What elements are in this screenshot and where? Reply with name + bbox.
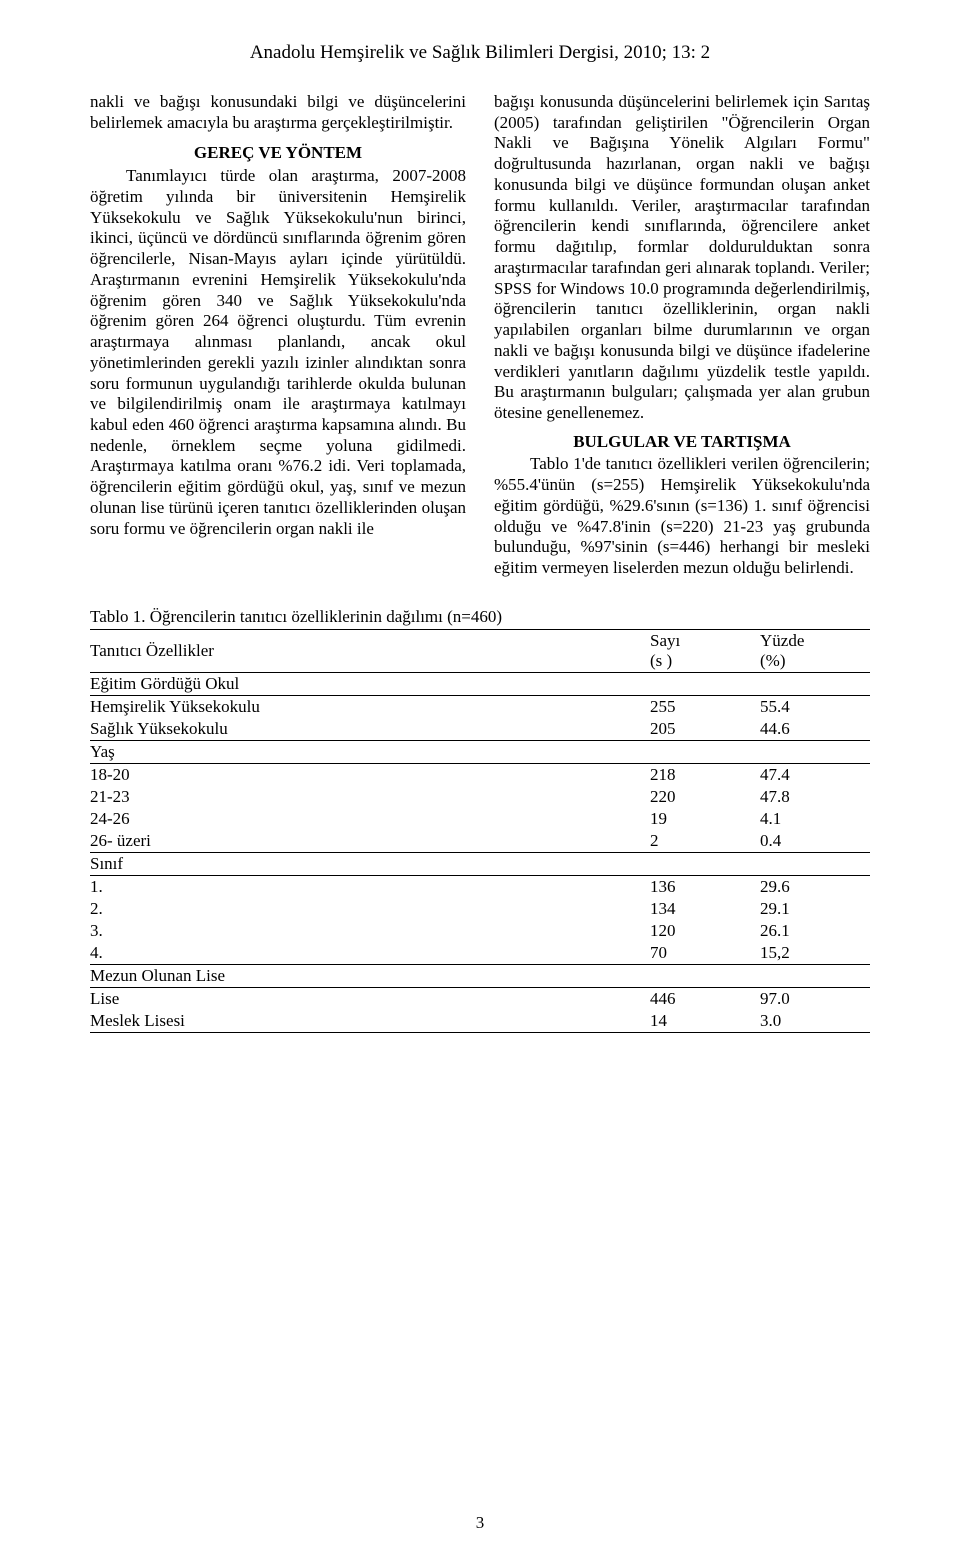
- table-header-yuzde: Yüzde (%): [760, 629, 870, 672]
- table-cell-label: 18-20: [90, 763, 650, 786]
- table-cell-sayi: 446: [650, 987, 760, 1010]
- table-cell-sayi: 19: [650, 808, 760, 830]
- table-cell-yuzde: 55.4: [760, 695, 870, 718]
- table-cell-label: 26- üzeri: [90, 830, 650, 853]
- table-cell-label: 1.: [90, 875, 650, 898]
- table-row: Hemşirelik Yüksekokulu 255 55.4: [90, 695, 870, 718]
- table-cell-label: 24-26: [90, 808, 650, 830]
- table-section-title: Sınıf: [90, 852, 870, 875]
- table-cell-yuzde: 0.4: [760, 830, 870, 853]
- table-header-sayi-sub: (s ): [650, 651, 672, 670]
- page-root: Anadolu Hemşirelik ve Sağlık Bilimleri D…: [0, 0, 960, 1561]
- right-body-paragraph-1: bağışı konusunda düşüncelerini belirleme…: [494, 92, 870, 424]
- table-cell-label: Meslek Lisesi: [90, 1010, 650, 1033]
- table-cell-sayi: 70: [650, 942, 760, 965]
- table-row: Sağlık Yüksekokulu 205 44.6: [90, 718, 870, 741]
- table-section-title-row: Eğitim Gördüğü Okul: [90, 672, 870, 695]
- two-column-text: nakli ve bağışı konusundaki bilgi ve düş…: [90, 92, 870, 587]
- table-cell-label: Sağlık Yüksekokulu: [90, 718, 650, 741]
- table-cell-sayi: 218: [650, 763, 760, 786]
- section-title-results: BULGULAR VE TARTIŞMA: [494, 432, 870, 453]
- table-cell-label: Hemşirelik Yüksekokulu: [90, 695, 650, 718]
- table-cell-yuzde: 47.4: [760, 763, 870, 786]
- table-section-title: Yaş: [90, 740, 870, 763]
- table-section-title-row: Sınıf: [90, 852, 870, 875]
- table-cell-yuzde: 4.1: [760, 808, 870, 830]
- page-number: 3: [0, 1513, 960, 1533]
- left-body-paragraph: Tanımlayıcı türde olan araştırma, 2007-2…: [90, 166, 466, 539]
- right-body-paragraph-2: Tablo 1'de tanıtıcı özellikleri verilen …: [494, 454, 870, 578]
- table-header-yuzde-text: Yüzde: [760, 631, 804, 650]
- table-header-row: Tanıtıcı Özellikler Sayı (s ) Yüzde (%): [90, 629, 870, 672]
- table-cell-label: 2.: [90, 898, 650, 920]
- journal-header: Anadolu Hemşirelik ve Sağlık Bilimleri D…: [90, 42, 870, 64]
- table-cell-sayi: 205: [650, 718, 760, 741]
- table-cell-sayi: 136: [650, 875, 760, 898]
- table-row: 24-26 19 4.1: [90, 808, 870, 830]
- table-cell-yuzde: 26.1: [760, 920, 870, 942]
- table-header-yuzde-sub: (%): [760, 651, 785, 670]
- table-cell-yuzde: 29.1: [760, 898, 870, 920]
- table-row: 1. 136 29.6: [90, 875, 870, 898]
- table-section-title: Mezun Olunan Lise: [90, 964, 870, 987]
- table-cell-label: 21-23: [90, 786, 650, 808]
- right-column: bağışı konusunda düşüncelerini belirleme…: [494, 92, 870, 587]
- table-body: Eğitim Gördüğü Okul Hemşirelik Yüksekoku…: [90, 672, 870, 1032]
- section-title-method: GEREÇ VE YÖNTEM: [90, 143, 466, 164]
- table-cell-sayi: 134: [650, 898, 760, 920]
- table-cell-sayi: 14: [650, 1010, 760, 1033]
- table-cell-yuzde: 29.6: [760, 875, 870, 898]
- demographics-table: Tanıtıcı Özellikler Sayı (s ) Yüzde (%) …: [90, 629, 870, 1033]
- table-row: 2. 134 29.1: [90, 898, 870, 920]
- table-cell-sayi: 120: [650, 920, 760, 942]
- table-section-title: Eğitim Gördüğü Okul: [90, 672, 870, 695]
- table-header-sayi: Sayı (s ): [650, 629, 760, 672]
- left-column: nakli ve bağışı konusundaki bilgi ve düş…: [90, 92, 466, 587]
- table-section-title-row: Yaş: [90, 740, 870, 763]
- table-cell-sayi: 255: [650, 695, 760, 718]
- table-row: Meslek Lisesi 14 3.0: [90, 1010, 870, 1033]
- table-cell-yuzde: 47.8: [760, 786, 870, 808]
- table-row: 21-23 220 47.8: [90, 786, 870, 808]
- table-row: 4. 70 15,2: [90, 942, 870, 965]
- table-row: 3. 120 26.1: [90, 920, 870, 942]
- table-header-label: Tanıtıcı Özellikler: [90, 629, 650, 672]
- table-cell-label: 3.: [90, 920, 650, 942]
- table-header-sayi-text: Sayı: [650, 631, 680, 650]
- table-cell-yuzde: 97.0: [760, 987, 870, 1010]
- table-row: 18-20 218 47.4: [90, 763, 870, 786]
- left-intro-paragraph: nakli ve bağışı konusundaki bilgi ve düş…: [90, 92, 466, 133]
- table-cell-sayi: 2: [650, 830, 760, 853]
- table-cell-label: 4.: [90, 942, 650, 965]
- table-section-title-row: Mezun Olunan Lise: [90, 964, 870, 987]
- table-cell-yuzde: 44.6: [760, 718, 870, 741]
- table-cell-sayi: 220: [650, 786, 760, 808]
- table-row: Lise 446 97.0: [90, 987, 870, 1010]
- table-caption: Tablo 1. Öğrencilerin tanıtıcı özellikle…: [90, 607, 870, 627]
- table-cell-yuzde: 3.0: [760, 1010, 870, 1033]
- table-cell-yuzde: 15,2: [760, 942, 870, 965]
- table-cell-label: Lise: [90, 987, 650, 1010]
- table-row: 26- üzeri 2 0.4: [90, 830, 870, 853]
